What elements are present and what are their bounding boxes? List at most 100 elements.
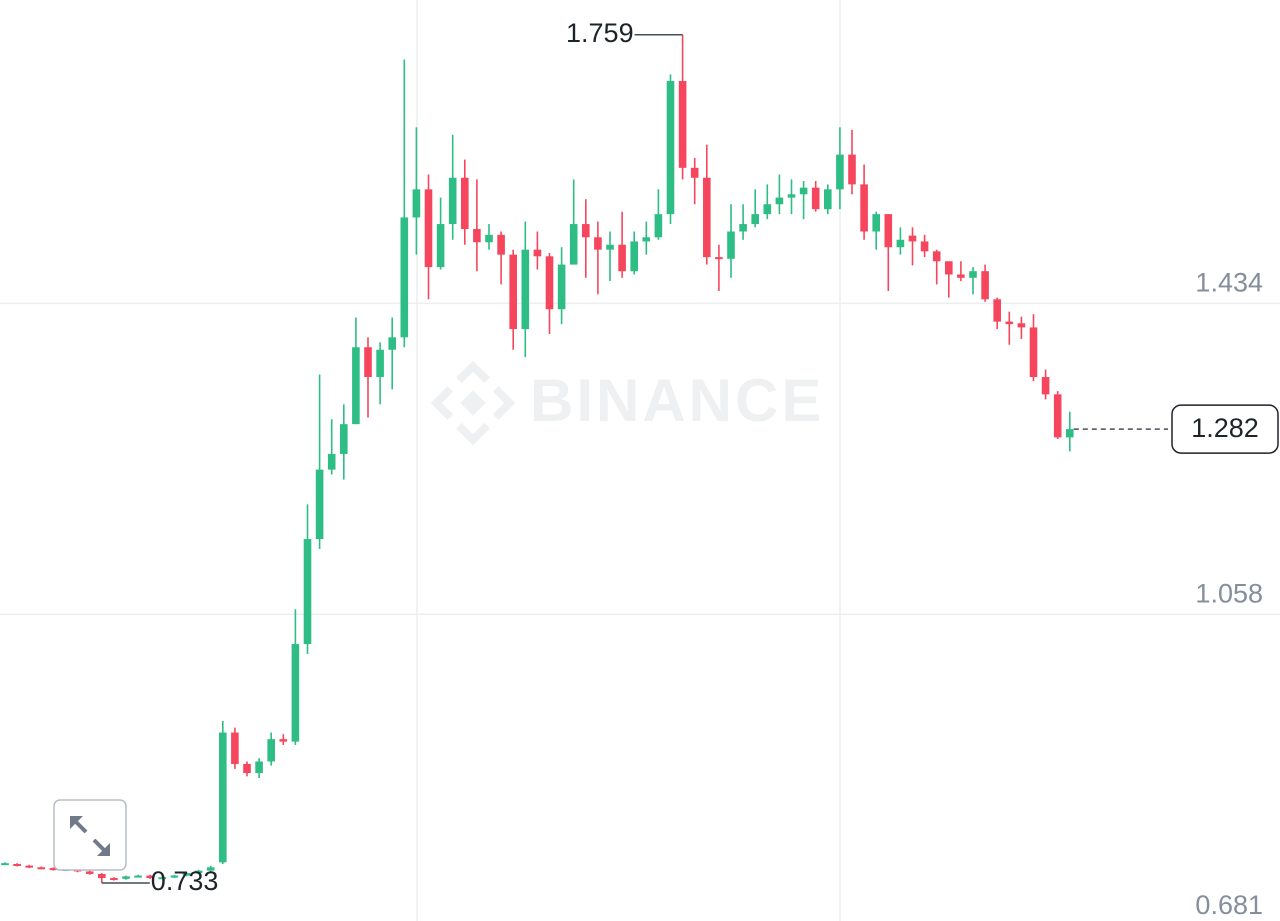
candle-body bbox=[836, 154, 844, 190]
candle-body bbox=[969, 271, 977, 278]
candle-body bbox=[37, 867, 46, 870]
candle-body bbox=[219, 732, 227, 863]
candle-body bbox=[848, 154, 856, 185]
candle-body bbox=[872, 214, 880, 232]
candle-body bbox=[485, 234, 493, 243]
candle-body bbox=[122, 876, 130, 879]
candle-body bbox=[13, 863, 21, 866]
candle-wick bbox=[718, 244, 720, 292]
candle-body bbox=[1066, 429, 1074, 438]
candle-body bbox=[557, 264, 566, 310]
watermark-text: BINANCE bbox=[530, 367, 824, 434]
candle-body bbox=[703, 177, 711, 258]
candle-wick bbox=[367, 337, 369, 418]
candle-body bbox=[920, 241, 929, 252]
candle-wick bbox=[911, 227, 914, 266]
candle-body bbox=[569, 224, 578, 265]
candle-body bbox=[678, 81, 687, 168]
high-label: 1.759 bbox=[566, 18, 634, 48]
candle-body bbox=[315, 469, 324, 540]
candle-body bbox=[303, 539, 312, 645]
candle-body bbox=[134, 875, 142, 878]
candle-body bbox=[85, 871, 94, 874]
candle-body bbox=[945, 261, 953, 275]
candle-body bbox=[884, 214, 893, 248]
candle-body bbox=[424, 189, 433, 268]
candle-body bbox=[666, 81, 675, 215]
candle-body bbox=[352, 347, 360, 425]
watermark-logo bbox=[430, 360, 516, 446]
candle-body bbox=[582, 224, 590, 238]
candle-body bbox=[194, 870, 203, 874]
candle-wick bbox=[609, 231, 611, 282]
candle-wick bbox=[585, 199, 587, 278]
candle-body bbox=[690, 167, 699, 178]
candle-wick bbox=[766, 184, 769, 220]
candle-body bbox=[25, 865, 33, 868]
candle-body bbox=[448, 177, 457, 225]
candle-body bbox=[932, 251, 941, 262]
candle-body bbox=[606, 244, 614, 250]
last-price-label: 1.282 bbox=[1191, 413, 1259, 443]
candle-wick bbox=[597, 221, 599, 295]
candle-wick bbox=[318, 374, 321, 549]
candle-body bbox=[340, 424, 348, 454]
candle-body bbox=[1005, 321, 1014, 325]
y-tick-label: 1.058 bbox=[1195, 578, 1263, 608]
candle-body bbox=[473, 229, 481, 243]
candle-body bbox=[1029, 327, 1038, 378]
candle-body bbox=[376, 349, 384, 378]
candle-body bbox=[739, 224, 747, 232]
expand-button-box[interactable] bbox=[53, 799, 127, 871]
candle-wick bbox=[948, 261, 950, 298]
candle-wick bbox=[500, 231, 502, 285]
candle-body bbox=[1017, 323, 1026, 328]
candle-body bbox=[811, 187, 820, 210]
candle-body bbox=[981, 271, 989, 300]
candle-body bbox=[545, 256, 554, 310]
watermark: BINANCE bbox=[430, 360, 824, 446]
candle-body bbox=[775, 197, 784, 205]
candle-body bbox=[957, 274, 965, 278]
candle-body bbox=[279, 739, 288, 742]
candle-body bbox=[388, 337, 396, 350]
candle-body bbox=[243, 763, 251, 774]
plot-area: 0.681 1.058 1.434 1.759 0.733 1.282 bbox=[0, 18, 1280, 920]
candle-wick bbox=[1008, 311, 1011, 345]
candle-body bbox=[763, 204, 772, 215]
candle-body bbox=[364, 347, 372, 378]
candle-wick bbox=[778, 174, 781, 215]
candle-body bbox=[787, 194, 796, 198]
candle-body bbox=[110, 878, 118, 881]
candle-body bbox=[727, 231, 735, 259]
candle-wick bbox=[742, 204, 744, 240]
candle-body bbox=[49, 868, 58, 871]
expand-button[interactable] bbox=[53, 799, 127, 871]
candle-body bbox=[255, 761, 263, 774]
candle-body bbox=[206, 867, 215, 871]
candle-body bbox=[182, 873, 191, 876]
candle-body bbox=[642, 237, 651, 242]
candle-body bbox=[461, 177, 469, 230]
candle-body bbox=[654, 214, 663, 238]
candle-body bbox=[521, 249, 530, 330]
low-label: 0.733 bbox=[151, 866, 219, 896]
candle-wick bbox=[960, 261, 962, 282]
candle-body bbox=[158, 877, 167, 880]
candle-body bbox=[751, 214, 759, 225]
candle-body bbox=[908, 235, 917, 242]
candle-body bbox=[594, 237, 602, 250]
candle-body bbox=[412, 189, 421, 218]
candle-body bbox=[1, 863, 9, 866]
y-tick-label: 0.681 bbox=[1195, 890, 1263, 920]
candle-wick bbox=[935, 249, 938, 285]
expand-icon[interactable] bbox=[70, 816, 110, 856]
candle-body bbox=[824, 189, 832, 210]
candle-body bbox=[497, 234, 505, 255]
candle-wick bbox=[693, 157, 696, 205]
candle-wick bbox=[972, 267, 974, 295]
candle-body bbox=[231, 732, 239, 764]
candle-body bbox=[267, 739, 275, 762]
candle-body bbox=[860, 184, 868, 232]
